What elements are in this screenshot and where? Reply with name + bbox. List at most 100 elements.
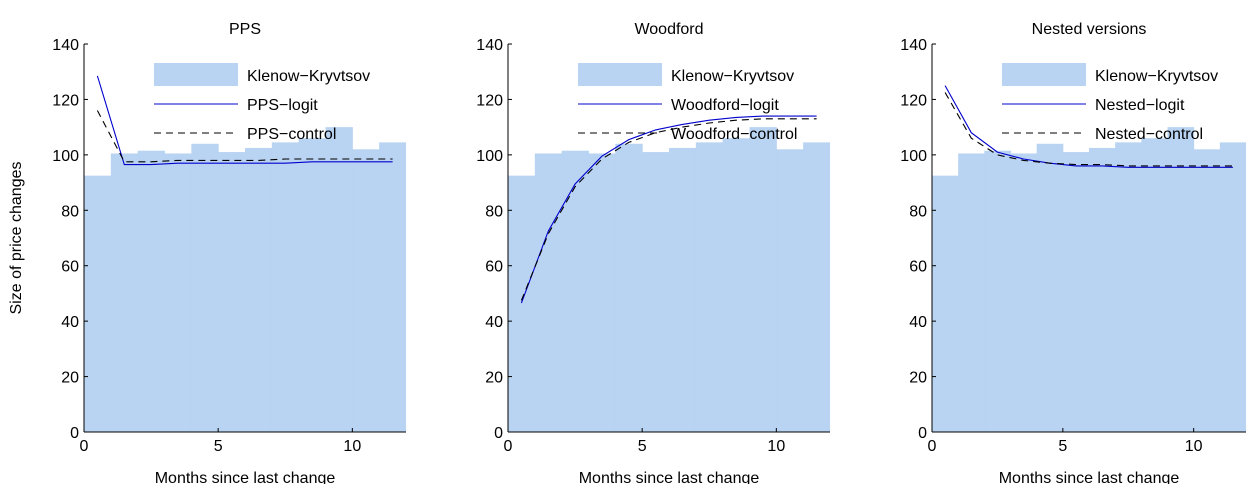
bar [669,147,697,432]
plot-area [932,85,1246,432]
legend-swatch [154,63,238,86]
y-tick-label: 120 [52,92,79,109]
bar [958,153,985,432]
bar [1010,153,1038,432]
legend-label: Klenow−Kryvtsov [1095,68,1218,85]
y-tick-label: 140 [900,37,927,54]
series-line [520,115,817,304]
y-tick-label: 120 [900,92,927,109]
panel-xlabel: Months since last change [579,470,760,484]
x-tick-label: 0 [928,438,937,455]
series-line [944,85,1233,168]
series-line [520,118,817,301]
y-tick-label: 80 [485,203,503,220]
series-line [96,110,393,163]
series-line [96,75,393,166]
legend-label: PPS−control [247,126,336,143]
panel-nested-versions: Nested versions Months since last change… [900,21,1246,484]
bar [1036,143,1064,432]
legend-label: Nested−logit [1095,97,1185,114]
x-tick-label: 10 [767,438,785,455]
y-tick-label: 60 [485,259,503,276]
y-tick-label: 100 [52,148,79,165]
figure-ylabel: Size of price changes [8,162,25,315]
series-line [944,92,1233,167]
bar [1141,138,1168,432]
y-tick-label: 40 [61,314,79,331]
x-tick-label: 5 [1058,438,1067,455]
y-tick-label: 140 [476,37,503,54]
bar [245,147,273,432]
bar [271,142,300,432]
x-tick-label: 5 [214,438,223,455]
legend-label: Klenow−Kryvtsov [671,68,794,85]
bar [1193,149,1221,432]
legend-label: Woodford−logit [671,97,779,114]
panel-pps: PPS Months since last change 0 20 40 60 80 10… [52,21,406,484]
y-tick-label: 20 [909,370,927,387]
bar [561,150,589,432]
bar [110,153,139,432]
panel-xlabel: Months since last change [999,470,1180,484]
bar [1167,127,1195,432]
legend-label: PPS−logit [247,97,318,114]
plot-area [508,115,830,432]
legend-swatch [1002,63,1086,86]
bar [1089,147,1116,432]
bar [1115,142,1142,432]
bar [534,153,563,432]
y-tick-label: 80 [909,203,927,220]
y-tick-label: 60 [909,259,927,276]
bar [352,149,380,432]
bar [164,153,192,432]
bar [218,152,246,432]
x-tick-label: 10 [1185,438,1203,455]
x-tick-label: 0 [80,438,89,455]
bar [615,143,643,432]
bar [191,143,219,432]
y-tick-label: 20 [61,370,79,387]
bar [1062,152,1090,432]
x-tick-label: 10 [343,438,361,455]
y-tick-label: 0 [918,425,927,442]
legend-label: Klenow−Kryvtsov [247,68,370,85]
x-tick-label: 0 [504,438,513,455]
x-tick-label: 5 [638,438,647,455]
panel-title: PPS [229,21,261,38]
y-tick-label: 0 [494,425,503,442]
bar [508,175,536,432]
y-tick-label: 100 [476,148,503,165]
y-tick-label: 100 [900,148,927,165]
panel-woodford: Woodford Months since last change 0 20 40 6… [476,21,830,484]
plot-area [84,75,406,432]
panel-title: Woodford [634,21,703,38]
panel-title: Nested versions [1032,21,1147,38]
bar [298,138,326,432]
bar [642,152,670,432]
y-tick-label: 0 [70,425,79,442]
legend-label: Woodford−control [671,126,797,143]
bar [84,175,112,432]
y-tick-label: 40 [485,314,503,331]
bar [695,142,724,432]
y-tick-label: 140 [52,37,79,54]
bar [749,127,777,432]
bar [984,150,1011,432]
bar [1219,142,1246,432]
legend-label: Nested−control [1095,126,1203,143]
bar [932,175,959,432]
y-tick-label: 20 [485,370,503,387]
bar [379,142,406,432]
bar [588,153,616,432]
y-tick-label: 40 [909,314,927,331]
bar [776,149,804,432]
bar [137,150,165,432]
legend-swatch [578,63,662,86]
bar [803,142,830,432]
y-tick-label: 80 [61,203,79,220]
panel-xlabel: Months since last change [155,470,336,484]
y-tick-label: 60 [61,259,79,276]
y-tick-label: 120 [476,92,503,109]
bar [325,127,353,432]
